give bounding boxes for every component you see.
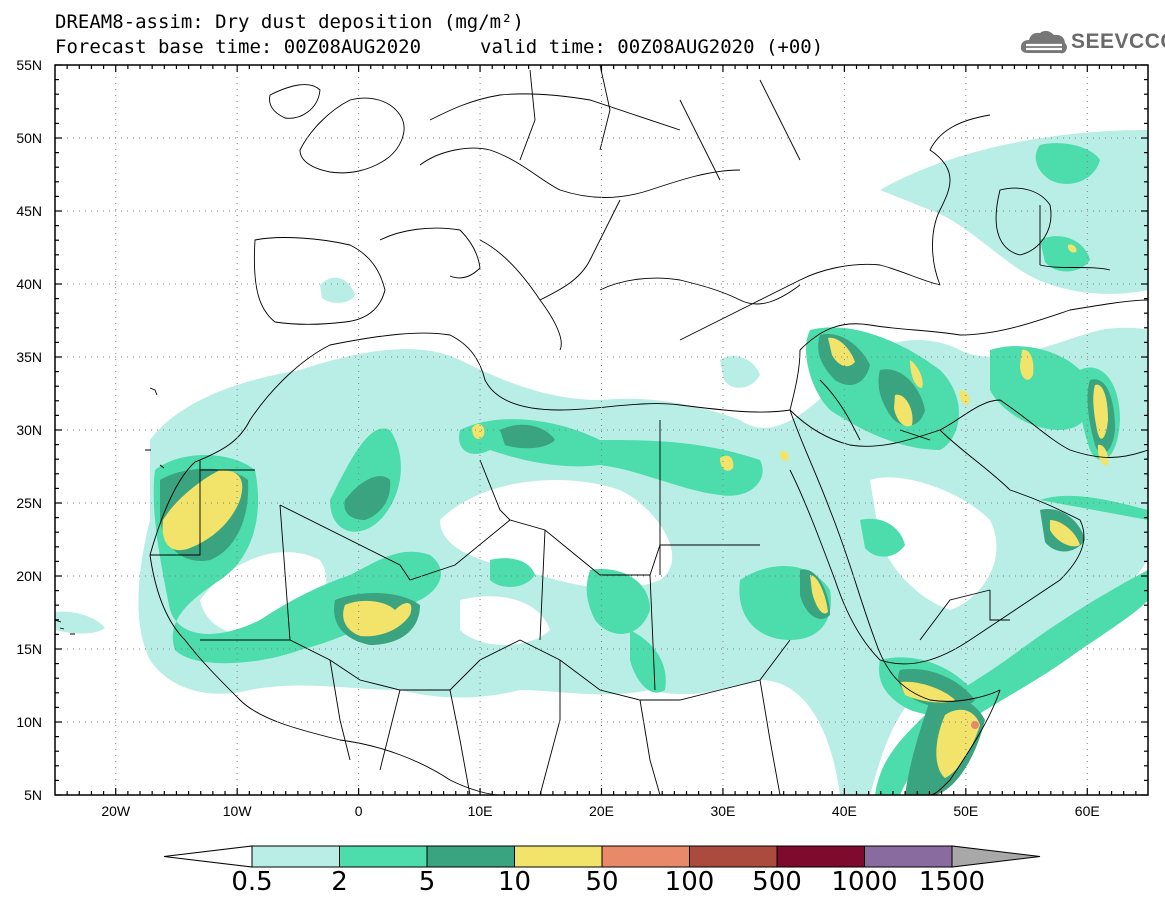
logo-text: SEEVCCC — [1071, 30, 1165, 53]
deposition-field-10-50 — [162, 244, 1109, 778]
colorbar-label: 1000 — [831, 867, 898, 897]
deposition-field-50-100 — [971, 721, 979, 729]
colorbar-swatch — [689, 845, 778, 868]
colorbar-label: 100 — [664, 867, 715, 897]
colorbar-swatch — [251, 845, 340, 868]
colorbar-under-arrow — [163, 845, 253, 868]
seevccc-logo: SEEVCCC — [1018, 26, 1165, 58]
colorbar — [163, 845, 1041, 868]
colorbar-swatch — [514, 845, 603, 868]
lon-label: 60E — [1074, 803, 1100, 819]
lat-label: 25N — [16, 495, 42, 511]
lat-label: 10N — [16, 714, 42, 730]
map-area — [55, 65, 1148, 795]
lon-label: 10W — [222, 803, 252, 819]
lat-label: 55N — [16, 57, 42, 73]
chart-title: DREAM8-assim: Dry dust deposition (mg/m²… — [55, 11, 524, 33]
lon-label: 20E — [589, 803, 614, 819]
lat-label: 15N — [16, 641, 42, 657]
colorbar-label: 5 — [418, 867, 436, 897]
colorbar-over-arrow — [951, 845, 1041, 868]
lon-label: 0 — [354, 803, 363, 819]
valid-time-label: valid time: 00Z08AUG2020 (+00) — [480, 36, 824, 58]
colorbar-label: 0.5 — [231, 867, 273, 897]
cloud-logo-icon — [1020, 30, 1067, 54]
lat-label: 20N — [16, 568, 42, 584]
colorbar-swatch — [776, 845, 865, 868]
lon-label: 10E — [467, 803, 493, 819]
lon-label: 20W — [101, 803, 131, 819]
colorbar-swatch — [601, 845, 690, 868]
coastlines-and-borders — [55, 65, 1148, 795]
lat-label: 35N — [16, 349, 42, 365]
colorbar-label: 500 — [752, 867, 802, 897]
lon-label: 30E — [710, 803, 736, 819]
lon-label: 40E — [831, 803, 857, 819]
colorbar-label: 10 — [497, 867, 532, 897]
colorbar-swatch — [426, 845, 515, 868]
colorbar-swatch — [339, 845, 428, 868]
base-time-label: Forecast base time: 00Z08AUG2020 — [55, 36, 422, 58]
lon-label: 50E — [953, 803, 979, 819]
lat-label: 40N — [16, 276, 42, 292]
map-gridlines — [55, 65, 1148, 795]
lat-label: 5N — [24, 787, 42, 803]
lat-label: 50N — [16, 130, 42, 146]
colorbar-label: 50 — [585, 867, 619, 897]
colorbar-label: 2 — [331, 867, 348, 897]
colorbar-swatch — [864, 845, 953, 868]
lat-label: 30N — [16, 422, 42, 438]
colorbar-label: 1500 — [918, 867, 986, 897]
axis-ticks — [55, 64, 1148, 796]
lat-label: 45N — [16, 203, 42, 219]
